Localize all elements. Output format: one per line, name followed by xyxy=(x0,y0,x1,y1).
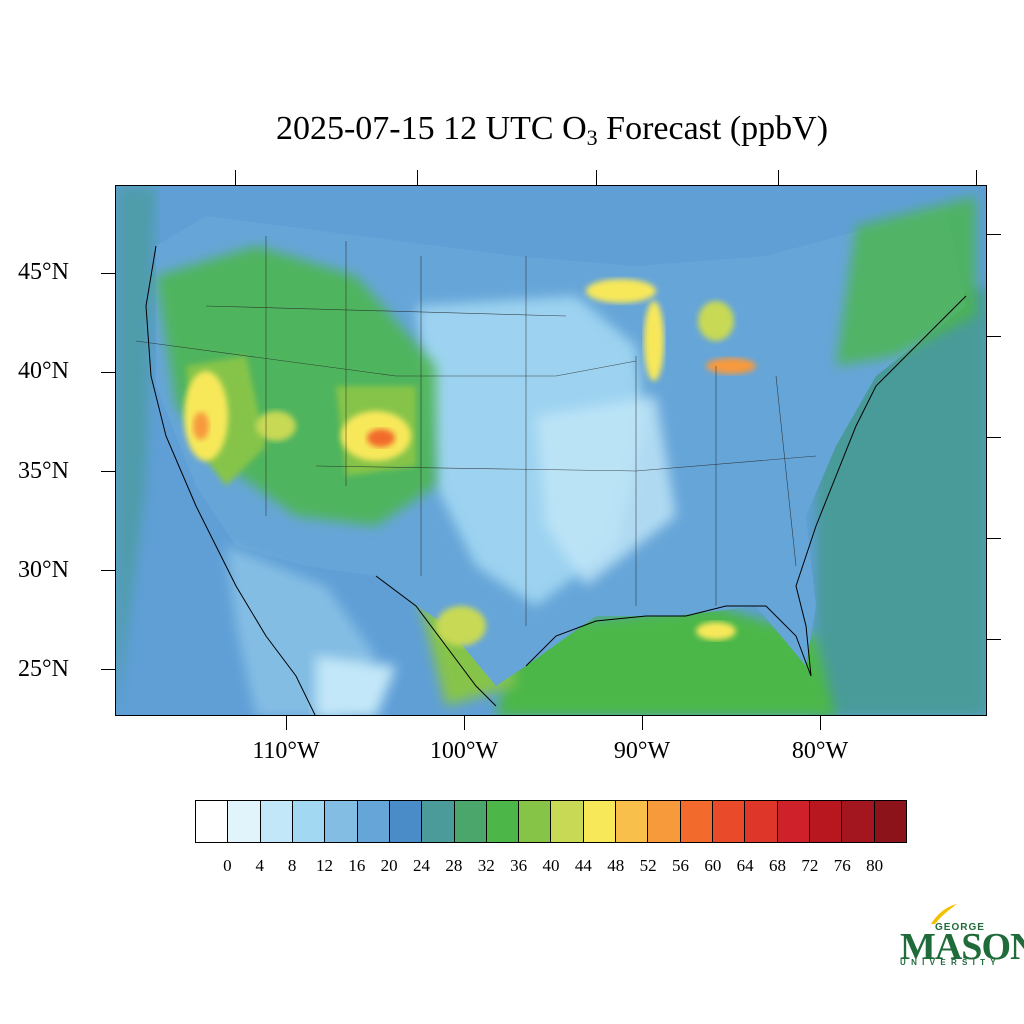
tick xyxy=(101,273,115,274)
colorbar-swatch xyxy=(745,801,778,842)
colorbar-tick-label: 12 xyxy=(315,856,333,875)
longitude-label: 90°W xyxy=(613,738,671,764)
tick xyxy=(101,372,115,373)
colorbar-tick-label: 64 xyxy=(736,856,754,875)
colorbar-tick-label: 60 xyxy=(704,856,722,875)
latitude-label: 35°N xyxy=(18,458,69,484)
colorbar-swatch xyxy=(680,801,713,842)
colorbar-tick-label: 4 xyxy=(255,856,264,875)
colorbar-swatch xyxy=(551,801,584,842)
longitude-label: 110°W xyxy=(252,738,320,764)
colorbar-tick-label: 8 xyxy=(287,856,297,875)
colorbar-swatch xyxy=(422,801,455,842)
logo-mason: MASON xyxy=(900,926,1024,968)
colorbar-swatch xyxy=(454,801,487,842)
tick xyxy=(596,170,597,185)
colorbar xyxy=(195,800,907,843)
colorbar-swatch xyxy=(357,801,390,842)
colorbar-tick-label: 72 xyxy=(801,856,819,875)
colorbar-swatch xyxy=(777,801,810,842)
colorbar-tick-label: 56 xyxy=(671,856,689,875)
colorbar-tick-label: 20 xyxy=(380,856,398,875)
ozone-field xyxy=(116,186,986,715)
colorbar-swatch xyxy=(648,801,681,842)
colorbar-tick-label: 40 xyxy=(542,856,560,875)
tick xyxy=(101,471,115,472)
colorbar-swatch xyxy=(519,801,552,842)
tick xyxy=(101,570,115,571)
colorbar-tick-label: 28 xyxy=(445,856,463,875)
tick xyxy=(464,716,465,730)
colorbar-swatch xyxy=(325,801,358,842)
colorbar-tick-label: 24 xyxy=(413,856,431,875)
tick xyxy=(987,639,1001,640)
colorbar-tick-label: 48 xyxy=(607,856,625,875)
logo-swoosh-icon xyxy=(931,904,957,924)
latitude-label: 40°N xyxy=(18,358,69,384)
colorbar-swatch xyxy=(616,801,649,842)
tick xyxy=(987,437,1001,438)
colorbar-tick-label: 76 xyxy=(833,856,851,875)
ozone-forecast-map xyxy=(115,185,987,716)
colorbar-swatch xyxy=(228,801,261,842)
tick xyxy=(417,170,418,185)
tick xyxy=(778,170,779,185)
logo-george: GEORGE xyxy=(935,922,985,933)
colorbar-swatch xyxy=(874,801,906,842)
colorbar-tick-label: 68 xyxy=(769,856,787,875)
latitude-label: 30°N xyxy=(18,557,69,583)
colorbar-tick-label: 44 xyxy=(574,856,592,875)
colorbar-swatch xyxy=(809,801,843,842)
colorbar-swatch xyxy=(292,801,326,842)
colorbar-swatch xyxy=(260,801,293,842)
tick xyxy=(987,234,1001,235)
colorbar-tick-label: 16 xyxy=(348,856,366,875)
tick xyxy=(642,716,643,730)
latitude-label: 25°N xyxy=(18,656,69,682)
colorbar-tick-label: 80 xyxy=(866,856,884,875)
tick xyxy=(286,716,287,730)
logo-university: UNIVERSITY xyxy=(900,958,1002,967)
colorbar-tick-label: 52 xyxy=(639,856,657,875)
colorbar-swatch xyxy=(842,801,875,842)
tick xyxy=(976,170,977,185)
colorbar-swatch xyxy=(486,801,520,842)
colorbar-tick-label: 32 xyxy=(477,856,495,875)
tick xyxy=(987,336,1001,337)
george-mason-logo: GEORGE MASON UNIVERSITY xyxy=(897,898,1024,973)
colorbar-swatch xyxy=(713,801,746,842)
longitude-label: 80°W xyxy=(791,738,849,764)
latitude-label: 45°N xyxy=(18,259,69,285)
chart-title: 2025-07-15 12 UTC O3 Forecast (ppbV) xyxy=(275,110,829,150)
colorbar-swatch xyxy=(196,801,229,842)
colorbar-tick-label: 36 xyxy=(510,856,528,875)
tick xyxy=(820,716,821,730)
colorbar-swatch xyxy=(389,801,423,842)
tick xyxy=(987,538,1001,539)
colorbar-tick-label: 0 xyxy=(223,856,232,875)
tick xyxy=(101,669,115,670)
longitude-label: 100°W xyxy=(429,738,499,764)
colorbar-swatch xyxy=(583,801,617,842)
tick xyxy=(235,170,236,185)
